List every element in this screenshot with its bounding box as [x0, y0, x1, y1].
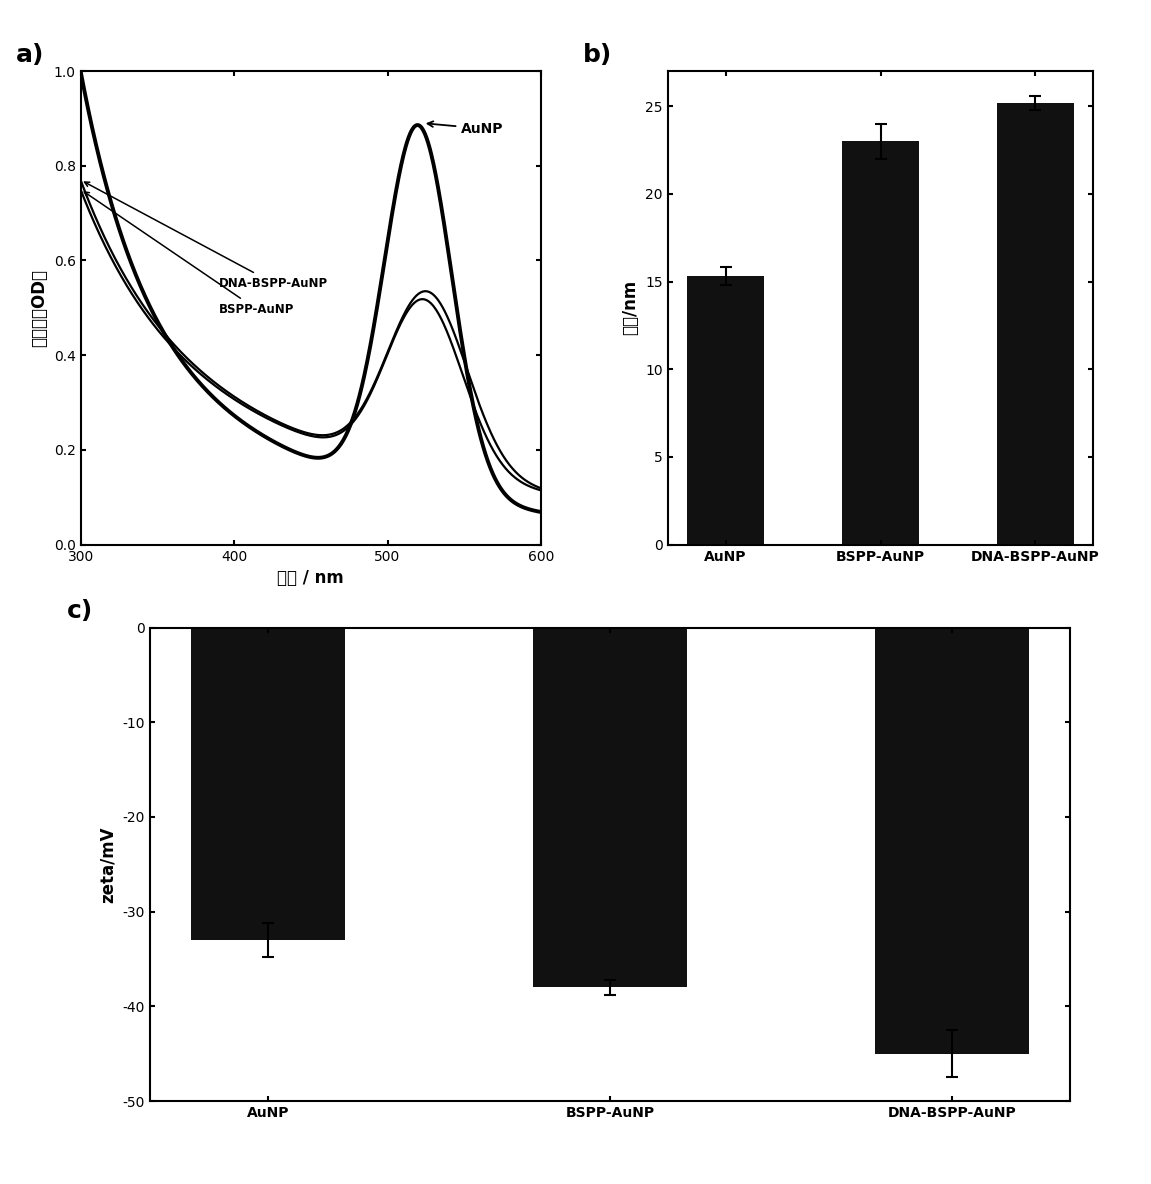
Text: BSPP-AuNP: BSPP-AuNP [84, 192, 294, 316]
Bar [687, 276, 764, 545]
Text: b): b) [582, 43, 611, 66]
Text: DNA-BSPP-AuNP: DNA-BSPP-AuNP [84, 182, 328, 290]
Y-axis label: 粒径/nm: 粒径/nm [622, 281, 640, 335]
Bar [875, 628, 1029, 1054]
X-axis label: 波长 / nm: 波长 / nm [277, 570, 344, 587]
Text: c): c) [67, 599, 93, 623]
Bar [841, 141, 920, 545]
Text: a): a) [16, 43, 45, 66]
Bar [533, 628, 687, 987]
Bar [997, 103, 1074, 545]
Y-axis label: zeta/mV: zeta/mV [99, 826, 116, 902]
Y-axis label: 吸光度（OD）: 吸光度（OD） [30, 269, 48, 347]
Text: AuNP: AuNP [427, 121, 504, 136]
Bar [191, 628, 345, 940]
